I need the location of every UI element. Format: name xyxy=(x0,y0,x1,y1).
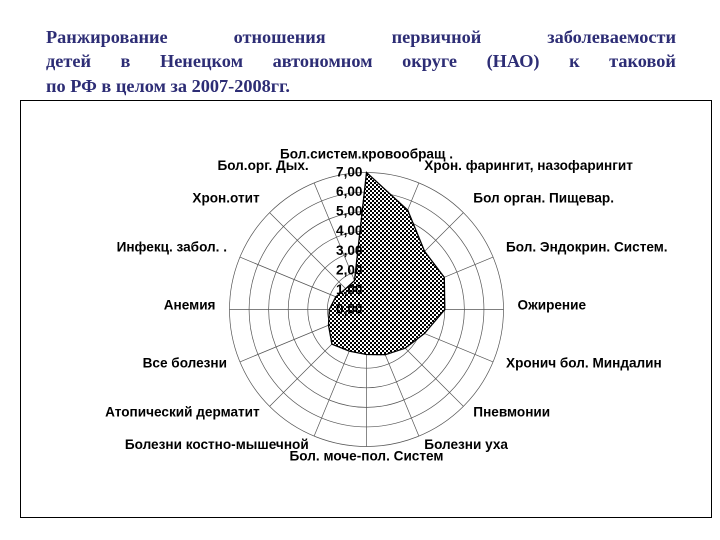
svg-text:3,00: 3,00 xyxy=(336,243,362,258)
svg-text:6,00: 6,00 xyxy=(336,184,362,199)
svg-text:Все болезни: Все болезни xyxy=(143,355,227,370)
svg-text:Инфекц. забол. .: Инфекц. забол. . xyxy=(117,240,227,255)
svg-text:7,00: 7,00 xyxy=(336,165,362,180)
svg-text:Бол. Эндокрин. Систем.: Бол. Эндокрин. Систем. xyxy=(506,240,668,255)
svg-text:Анемия: Анемия xyxy=(164,298,216,313)
svg-text:4,00: 4,00 xyxy=(336,223,362,238)
svg-text:Атопический дерматит: Атопический дерматит xyxy=(105,404,260,419)
svg-text:Ожирение: Ожирение xyxy=(518,298,587,313)
svg-text:Хронич бол. Миндалин: Хронич бол. Миндалин xyxy=(506,355,662,370)
svg-text:1,00: 1,00 xyxy=(336,282,362,297)
svg-text:Бол. моче-пол. Систем: Бол. моче-пол. Систем xyxy=(290,449,444,464)
svg-text:Бол.орг. Дых.: Бол.орг. Дых. xyxy=(217,158,308,173)
svg-text:Хрон. фарингит, назофарингит: Хрон. фарингит, назофарингит xyxy=(424,158,633,173)
svg-text:Бол орган. Пищевар.: Бол орган. Пищевар. xyxy=(473,191,614,206)
svg-text:Пневмонии: Пневмонии xyxy=(473,404,550,419)
svg-text:2,00: 2,00 xyxy=(336,262,362,277)
svg-text:Болезни костно-мышечной: Болезни костно-мышечной xyxy=(125,437,309,452)
svg-text:0,00: 0,00 xyxy=(336,302,362,317)
svg-text:5,00: 5,00 xyxy=(336,204,362,219)
svg-text:Хрон.отит: Хрон.отит xyxy=(192,191,260,206)
